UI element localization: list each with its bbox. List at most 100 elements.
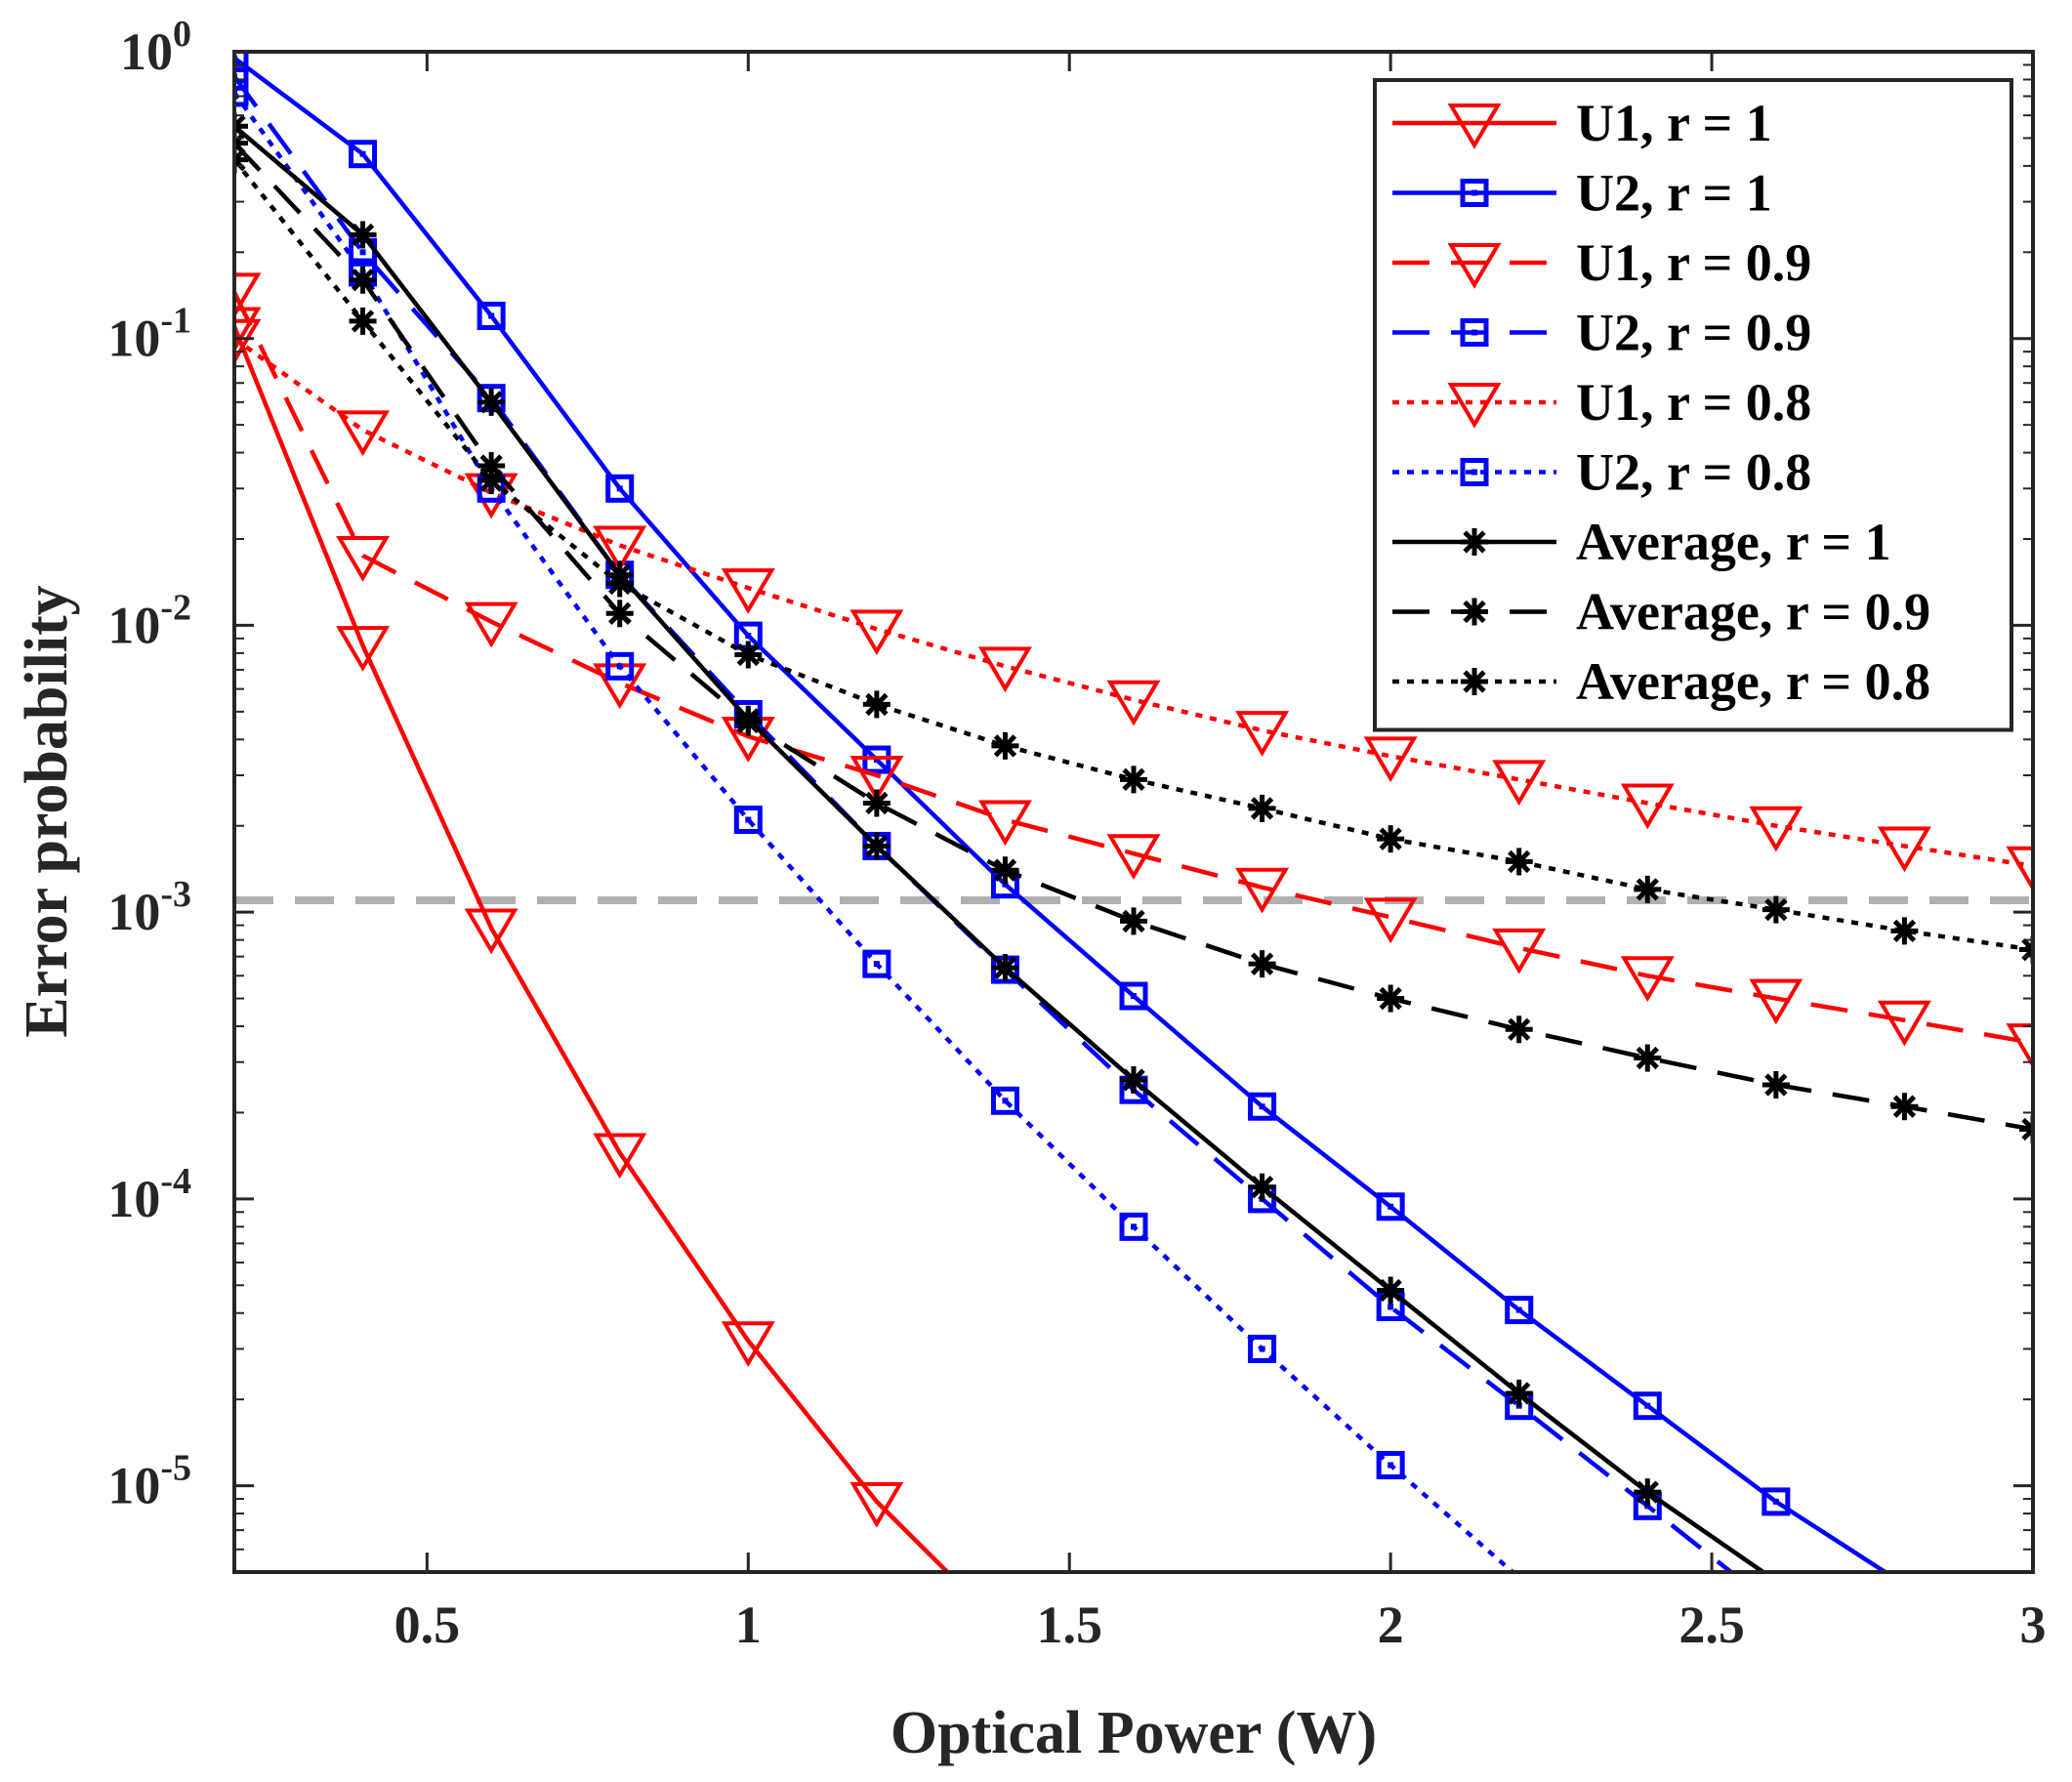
data-point-marker (1248, 794, 1276, 822)
legend-label: U2, r = 0.8 (1576, 443, 1811, 502)
legend-label: U2, r = 1 (1576, 164, 1772, 223)
data-point-marker (234, 129, 248, 157)
legend-entry: Average, r = 0.9 (1392, 583, 1930, 642)
y-tick-base: 10 (107, 1170, 160, 1228)
data-point-marker (1877, 826, 1931, 873)
x-axis-title: Optical Power (W) (891, 1700, 1377, 1766)
y-axis-title: Error probability (14, 585, 80, 1037)
data-point-marker (991, 731, 1019, 760)
y-tick-base: 10 (107, 596, 160, 654)
legend-marker (1447, 383, 1502, 429)
legend-entry: U1, r = 0.9 (1392, 233, 1811, 292)
series-line (234, 142, 2033, 1132)
x-tick-label: 0.5 (394, 1596, 461, 1654)
data-point-marker (464, 908, 518, 955)
data-point-marker (605, 569, 634, 598)
legend-label: U1, r = 1 (1576, 94, 1772, 152)
data-point-marker (734, 708, 763, 736)
data-point-marker (862, 745, 891, 774)
data-point-marker (349, 221, 377, 249)
data-point-marker (1106, 680, 1161, 726)
data-point-marker (1877, 1000, 1931, 1047)
data-point-marker (1363, 897, 1418, 944)
legend-marker (1447, 104, 1502, 149)
legend-marker (1461, 598, 1488, 626)
data-point-marker (991, 856, 1019, 885)
series-9 (234, 145, 2033, 964)
data-point-marker (1376, 1192, 1405, 1222)
data-point-marker (605, 651, 635, 681)
data-point-marker (1376, 1450, 1405, 1479)
y-tick-label: 10-4 (107, 1161, 191, 1228)
data-point-marker (1620, 783, 1675, 830)
data-point-marker (1505, 1296, 1534, 1325)
legend-label: U1, r = 0.9 (1576, 233, 1811, 292)
data-point-marker (977, 800, 1032, 847)
data-point-marker (1890, 1093, 1919, 1121)
x-tick-label: 3 (2020, 1596, 2047, 1654)
y-tick-exponent: -3 (160, 874, 191, 915)
data-point-marker (1120, 1065, 1147, 1094)
data-point-marker (990, 1086, 1019, 1115)
data-point-marker (477, 467, 506, 495)
legend-marker (1460, 458, 1489, 486)
series-line (234, 336, 2033, 868)
data-point-marker (862, 789, 891, 817)
data-point-marker (862, 949, 891, 978)
legend-entry: U1, r = 0.8 (1392, 373, 1811, 432)
plot-frame (232, 50, 2035, 1574)
legend-label: U1, r = 0.8 (1576, 373, 1811, 432)
data-point-marker (1248, 1334, 1277, 1363)
y-tick-exponent: 0 (173, 14, 191, 55)
data-point-marker (734, 641, 763, 669)
data-point-marker (1235, 867, 1290, 914)
data-point-marker (850, 756, 904, 802)
series-layer (234, 52, 2033, 1572)
data-point-marker (2019, 1115, 2033, 1143)
data-point-marker (1749, 806, 1803, 852)
data-point-marker (862, 832, 891, 860)
series-line (234, 325, 949, 1572)
data-point-marker (2006, 1023, 2033, 1069)
series-8 (234, 129, 2033, 1143)
legend-entry: U2, r = 0.9 (1392, 304, 1811, 362)
data-point-marker (1363, 736, 1418, 783)
y-tick-label: 10-5 (107, 1448, 191, 1515)
legend: U1, r = 1 U2, r = 1 U1, r = 0.9 U2, r = 0.9… (1373, 78, 2013, 732)
series-line (234, 291, 2033, 1046)
data-point-marker (593, 1133, 647, 1180)
y-tick-label: 10-1 (107, 301, 191, 368)
data-point-marker (2006, 846, 2033, 892)
y-tick-base: 10 (107, 883, 160, 941)
data-point-marker (991, 954, 1019, 982)
data-point-marker (349, 140, 378, 169)
data-point-marker (1248, 1092, 1277, 1121)
legend-label: U2, r = 0.9 (1576, 304, 1811, 362)
legend-entry: Average, r = 0.8 (1392, 652, 1930, 711)
data-point-marker (1761, 1070, 1790, 1098)
data-point-marker (336, 410, 391, 457)
y-tick-exponent: -2 (160, 587, 191, 628)
legend-label: Average, r = 0.8 (1576, 652, 1930, 711)
data-point-marker (1749, 978, 1803, 1025)
data-point-marker (1248, 950, 1276, 978)
data-point-marker (349, 266, 377, 294)
y-tick-base: 10 (107, 1457, 160, 1515)
legend-entry: Average, r = 1 (1392, 513, 1891, 571)
series-3 (234, 272, 2033, 1069)
data-point-marker (605, 474, 635, 503)
data-point-marker (862, 690, 891, 719)
data-point-marker (1235, 711, 1290, 757)
legend-entry: U2, r = 0.8 (1392, 443, 1811, 502)
data-point-marker (234, 318, 262, 365)
data-point-marker (1634, 875, 1662, 903)
data-point-marker (1248, 1173, 1276, 1201)
y-tick-exponent: -5 (160, 1448, 191, 1489)
data-point-marker (1761, 1487, 1791, 1516)
data-point-marker (1106, 834, 1161, 880)
series-line (234, 56, 1886, 1572)
data-point-marker (1634, 1478, 1662, 1507)
data-point-marker (477, 301, 506, 330)
